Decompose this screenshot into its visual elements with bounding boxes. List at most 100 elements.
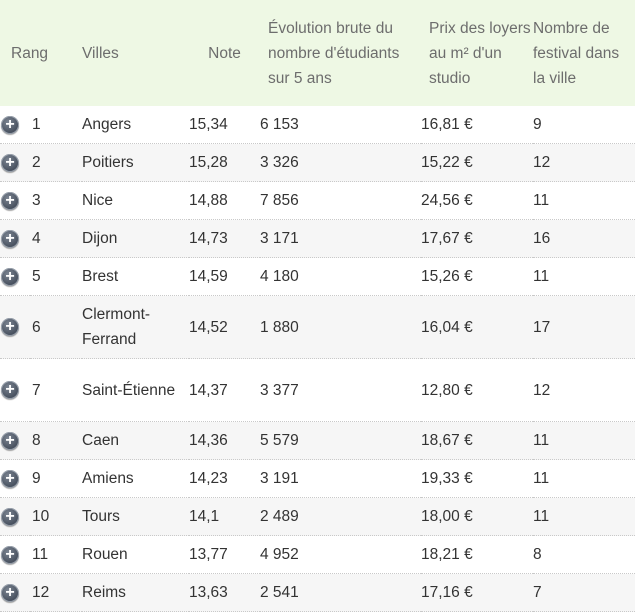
table-row: +10 Tours 14,1 2 489 18,00 €11 — [0, 497, 635, 536]
city-cell: Caen — [82, 421, 189, 460]
price-cell: 18,21 € — [421, 535, 533, 574]
note-cell: 14,1 — [189, 497, 260, 536]
table-row: +2 Poitiers 15,28 3 326 15,22 €12 — [0, 143, 635, 182]
header-festivals[interactable]: Nombre de festival dans la ville — [533, 0, 635, 106]
evolution-cell: 6 153 — [260, 106, 421, 144]
rank-cell: 11 — [30, 535, 82, 574]
price-cell: 17,16 € — [421, 573, 533, 612]
table-body: +1 Angers 15,34 6 153 16,81 €9 +2 Poitiers 15,2… — [0, 106, 635, 612]
header-note[interactable]: Note — [189, 0, 260, 106]
festivals-cell: 11 — [533, 421, 635, 460]
festivals-cell: 11 — [533, 459, 635, 498]
rank-cell: 5 — [30, 257, 82, 296]
note-cell: 15,28 — [189, 143, 260, 182]
price-cell: 18,67 € — [421, 421, 533, 460]
evolution-cell: 4 952 — [260, 535, 421, 574]
header-row: Rang Villes Note Évolution brute du nomb… — [0, 0, 635, 106]
rank-cell: 1 — [30, 106, 82, 144]
city-cell: Dijon — [82, 219, 189, 258]
header-rank[interactable]: Rang — [0, 0, 82, 106]
price-cell: 15,22 € — [421, 143, 533, 182]
plus-circle-icon[interactable]: + — [1, 115, 19, 134]
festivals-cell: 7 — [533, 573, 635, 612]
table-header: Rang Villes Note Évolution brute du nomb… — [0, 0, 635, 106]
note-cell: 14,59 — [189, 257, 260, 296]
price-cell: 18,00 € — [421, 497, 533, 536]
festivals-cell: 16 — [533, 219, 635, 258]
plus-circle-icon[interactable]: + — [1, 267, 19, 286]
note-cell: 14,36 — [189, 421, 260, 460]
plus-circle-icon[interactable]: + — [1, 229, 19, 248]
plus-circle-icon[interactable]: + — [1, 545, 19, 564]
city-cell: Reims — [82, 573, 189, 612]
city-cell: Amiens — [82, 459, 189, 498]
rank-cell: 9 — [30, 459, 82, 498]
plus-circle-icon[interactable]: + — [1, 469, 19, 488]
header-price[interactable]: Prix des loyers au m² d'un studio — [421, 0, 533, 106]
plus-circle-icon[interactable]: + — [1, 431, 19, 450]
evolution-cell: 7 856 — [260, 181, 421, 220]
plus-circle-icon[interactable]: + — [1, 583, 19, 602]
note-cell: 14,23 — [189, 459, 260, 498]
rank-cell: 4 — [30, 219, 82, 258]
expand-cell: + — [0, 257, 30, 296]
table-row: +6 Clermont-Ferrand 14,52 1 880 16,04 €17 — [0, 295, 635, 359]
header-city[interactable]: Villes — [82, 0, 189, 106]
expand-cell: + — [0, 106, 30, 144]
table-row: +7 Saint-Étienne 14,37 3 377 12,80 €12 — [0, 358, 635, 422]
price-cell: 15,26 € — [421, 257, 533, 296]
price-cell: 16,81 € — [421, 106, 533, 144]
evolution-cell: 2 489 — [260, 497, 421, 536]
plus-circle-icon[interactable]: + — [1, 507, 19, 526]
table-row: +11 Rouen 13,77 4 952 18,21 €8 — [0, 535, 635, 574]
table-row: +12 Reims 13,63 2 541 17,16 €7 — [0, 573, 635, 612]
festivals-cell: 11 — [533, 257, 635, 296]
plus-circle-icon[interactable]: + — [1, 191, 19, 210]
evolution-cell: 3 171 — [260, 219, 421, 258]
plus-circle-icon[interactable]: + — [1, 153, 19, 172]
expand-cell: + — [0, 358, 30, 422]
expand-cell: + — [0, 181, 30, 220]
city-cell: Poitiers — [82, 143, 189, 182]
price-cell: 24,56 € — [421, 181, 533, 220]
expand-cell: + — [0, 219, 30, 258]
expand-cell: + — [0, 497, 30, 536]
table-row: +3 Nice 14,88 7 856 24,56 €11 — [0, 181, 635, 220]
city-cell: Brest — [82, 257, 189, 296]
note-cell: 14,88 — [189, 181, 260, 220]
plus-circle-icon[interactable]: + — [1, 318, 19, 337]
note-cell: 14,37 — [189, 358, 260, 422]
expand-cell: + — [0, 143, 30, 182]
festivals-cell: 9 — [533, 106, 635, 144]
festivals-cell: 12 — [533, 143, 635, 182]
rank-cell: 2 — [30, 143, 82, 182]
header-evolution[interactable]: Évolution brute du nombre d'étudiants su… — [260, 0, 421, 106]
expand-cell: + — [0, 535, 30, 574]
table-row: +1 Angers 15,34 6 153 16,81 €9 — [0, 106, 635, 144]
evolution-cell: 4 180 — [260, 257, 421, 296]
plus-circle-icon[interactable]: + — [1, 381, 19, 400]
evolution-cell: 2 541 — [260, 573, 421, 612]
city-cell: Clermont-Ferrand — [82, 295, 189, 359]
festivals-cell: 8 — [533, 535, 635, 574]
city-cell: Angers — [82, 106, 189, 144]
table-row: +8 Caen 14,36 5 579 18,67 €11 — [0, 421, 635, 460]
price-cell: 17,67 € — [421, 219, 533, 258]
expand-cell: + — [0, 421, 30, 460]
evolution-cell: 3 326 — [260, 143, 421, 182]
rank-cell: 10 — [30, 497, 82, 536]
evolution-cell: 5 579 — [260, 421, 421, 460]
expand-cell: + — [0, 459, 30, 498]
expand-cell: + — [0, 573, 30, 612]
note-cell: 14,52 — [189, 295, 260, 359]
price-cell: 16,04 € — [421, 295, 533, 359]
city-cell: Saint-Étienne — [82, 358, 189, 422]
festivals-cell: 11 — [533, 497, 635, 536]
note-cell: 13,63 — [189, 573, 260, 612]
note-cell: 14,73 — [189, 219, 260, 258]
note-cell: 15,34 — [189, 106, 260, 144]
rank-cell: 3 — [30, 181, 82, 220]
evolution-cell: 3 191 — [260, 459, 421, 498]
city-cell: Nice — [82, 181, 189, 220]
